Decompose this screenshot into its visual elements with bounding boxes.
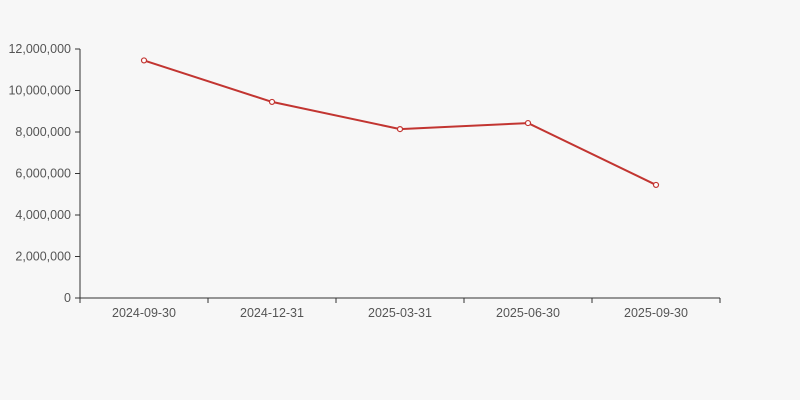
data-point-marker bbox=[524, 119, 532, 127]
y-axis-tick-label: 12,000,000 bbox=[8, 42, 71, 56]
labels-layer: 0 2,000,000 4,000,000 6,000,000 8,000,000 10,… bbox=[8, 42, 688, 320]
x-axis-tick-label: 2024-12-31 bbox=[240, 306, 304, 320]
y-axis-tick-label: 6,000,000 bbox=[15, 167, 71, 181]
y-axis-tick-label: 2,000,000 bbox=[15, 250, 71, 264]
x-axis-tick-label: 2025-03-31 bbox=[368, 306, 432, 320]
axes-layer bbox=[75, 48, 721, 303]
data-point-marker bbox=[652, 181, 660, 189]
x-axis-tick-label: 2025-09-30 bbox=[624, 306, 688, 320]
y-axis-tick-label: 0 bbox=[64, 291, 71, 305]
data-point-marker bbox=[268, 98, 276, 106]
x-axis-tick-label: 2025-06-30 bbox=[496, 306, 560, 320]
y-axis-tick-label: 10,000,000 bbox=[8, 84, 71, 98]
y-axis-tick-label: 8,000,000 bbox=[15, 125, 71, 139]
series-layer bbox=[140, 57, 660, 189]
y-axis-tick-label: 4,000,000 bbox=[15, 208, 71, 222]
line-series bbox=[143, 59, 657, 186]
x-axis-tick-label: 2024-09-30 bbox=[112, 306, 176, 320]
data-point-marker bbox=[140, 57, 148, 64]
data-point-marker bbox=[396, 125, 404, 133]
